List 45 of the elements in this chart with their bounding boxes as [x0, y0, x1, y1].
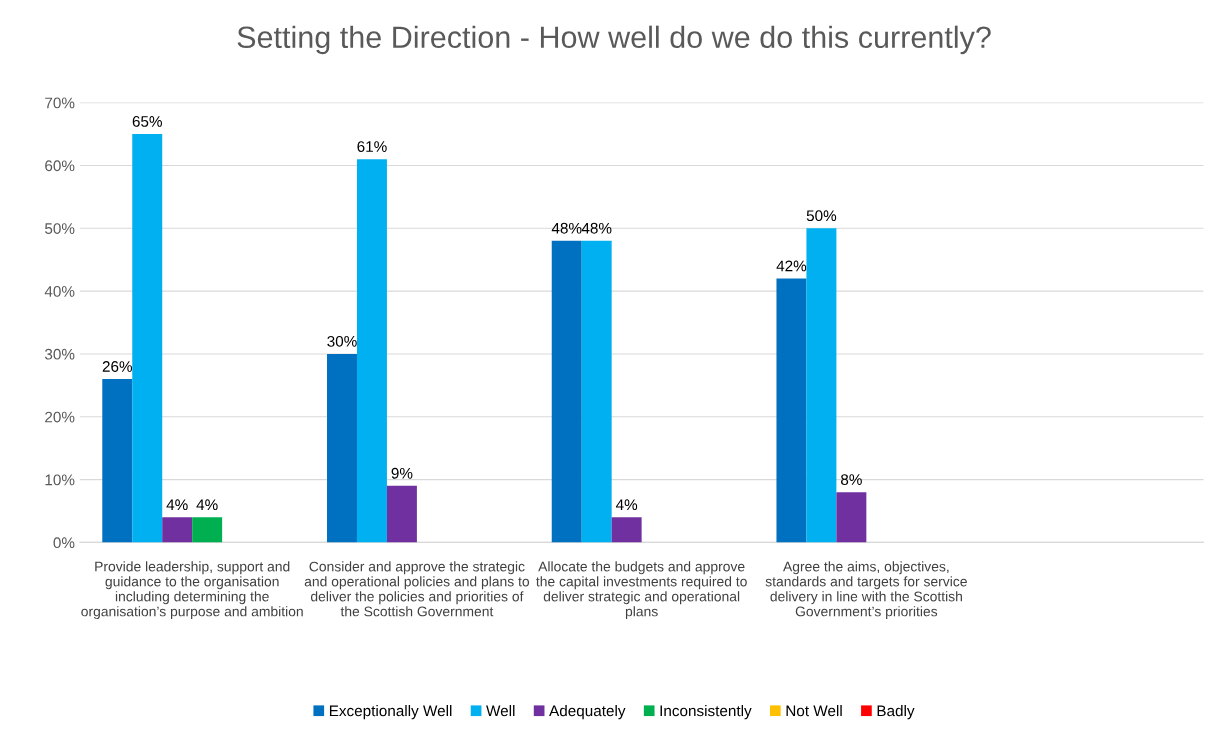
y-tick-label: 60% — [45, 160, 75, 172]
bar — [386, 485, 417, 543]
bar — [551, 240, 582, 543]
legend-label: Well — [486, 705, 515, 717]
data-label: 42% — [776, 260, 807, 272]
data-label: 50% — [806, 210, 837, 222]
data-label: 30% — [327, 335, 357, 347]
data-label: 48% — [551, 222, 582, 234]
data-label: 48% — [581, 222, 612, 234]
y-tick-label: 20% — [45, 411, 75, 423]
data-label: 65% — [132, 116, 162, 127]
legend-label: Not Well — [786, 705, 842, 717]
y-tick-label: 0% — [53, 537, 75, 549]
bar — [327, 353, 357, 543]
legend-label: Inconsistently — [660, 705, 752, 720]
bar — [102, 379, 133, 543]
x-tick-label: Provide leadership, support and guidance to the organisation including determining the organisation’s purpose and ambition — [81, 561, 303, 620]
legend-label: Exceptionally Well — [329, 705, 452, 720]
bar — [776, 278, 807, 543]
y-tick-label: 70% — [45, 97, 75, 109]
bar — [356, 159, 387, 543]
x-tick-label: Agree the aims, objectives, standards and targets for service delivery in line with the Scottish Government’s priorities — [765, 561, 967, 620]
y-tick-label: 10% — [45, 474, 75, 486]
chart-title: Setting the Direction - How well do we do this currently? — [237, 25, 991, 55]
data-label: 26% — [102, 361, 133, 372]
bar — [611, 517, 642, 543]
legend-label: Badly — [877, 705, 915, 720]
x-tick-label: Allocate the budgets and approve the capital investments required to deliver strategic and operational plans — [536, 561, 747, 620]
bar — [836, 492, 867, 543]
y-tick-label: 40% — [44, 285, 75, 297]
data-label: 61% — [357, 141, 387, 152]
bar — [192, 517, 223, 543]
data-label: 4% — [196, 499, 218, 511]
y-tick-label: 30% — [44, 348, 75, 360]
bar — [162, 517, 193, 543]
data-label: 4% — [166, 499, 188, 511]
bar — [806, 228, 837, 543]
legend-label: Adequately — [549, 705, 626, 720]
data-label: 4% — [615, 499, 638, 511]
bar — [581, 240, 612, 543]
data-label: 9% — [391, 467, 413, 479]
bar — [132, 134, 163, 543]
data-label: 8% — [841, 474, 862, 485]
x-tick-label: Consider and approve the strategic and operational policies and plans to deliver the policies and priorities of the Scottish Government — [304, 561, 530, 617]
y-tick-label: 50% — [44, 223, 75, 234]
